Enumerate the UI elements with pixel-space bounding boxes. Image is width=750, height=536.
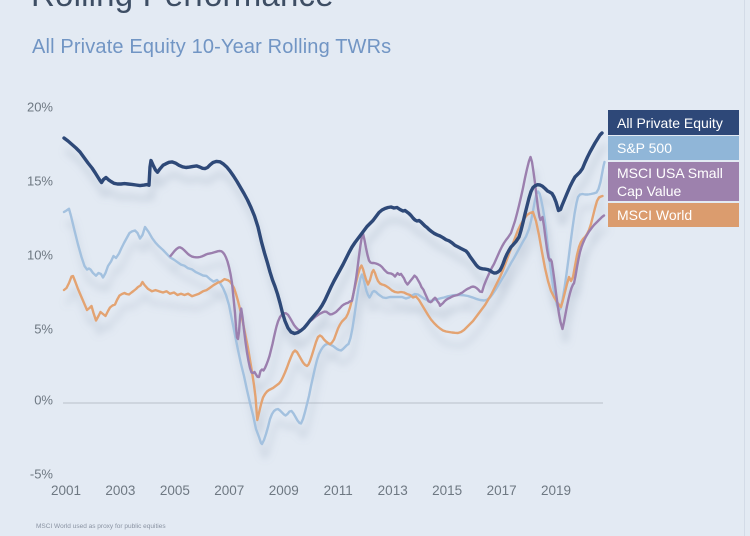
svg-text:20%: 20% [27,100,53,115]
svg-text:5%: 5% [34,322,53,337]
svg-text:-5%: -5% [30,467,54,482]
svg-text:2011: 2011 [324,483,353,498]
svg-text:2005: 2005 [160,483,190,498]
svg-text:2003: 2003 [105,483,135,498]
svg-text:2017: 2017 [487,483,517,498]
svg-text:2013: 2013 [378,483,408,498]
svg-text:2001: 2001 [51,483,81,498]
svg-text:2009: 2009 [269,483,299,498]
svg-text:2019: 2019 [541,483,571,498]
svg-text:15%: 15% [27,174,53,189]
svg-text:0%: 0% [34,393,53,408]
svg-text:2007: 2007 [214,483,244,498]
svg-text:2015: 2015 [432,483,462,498]
svg-text:10%: 10% [27,248,53,263]
